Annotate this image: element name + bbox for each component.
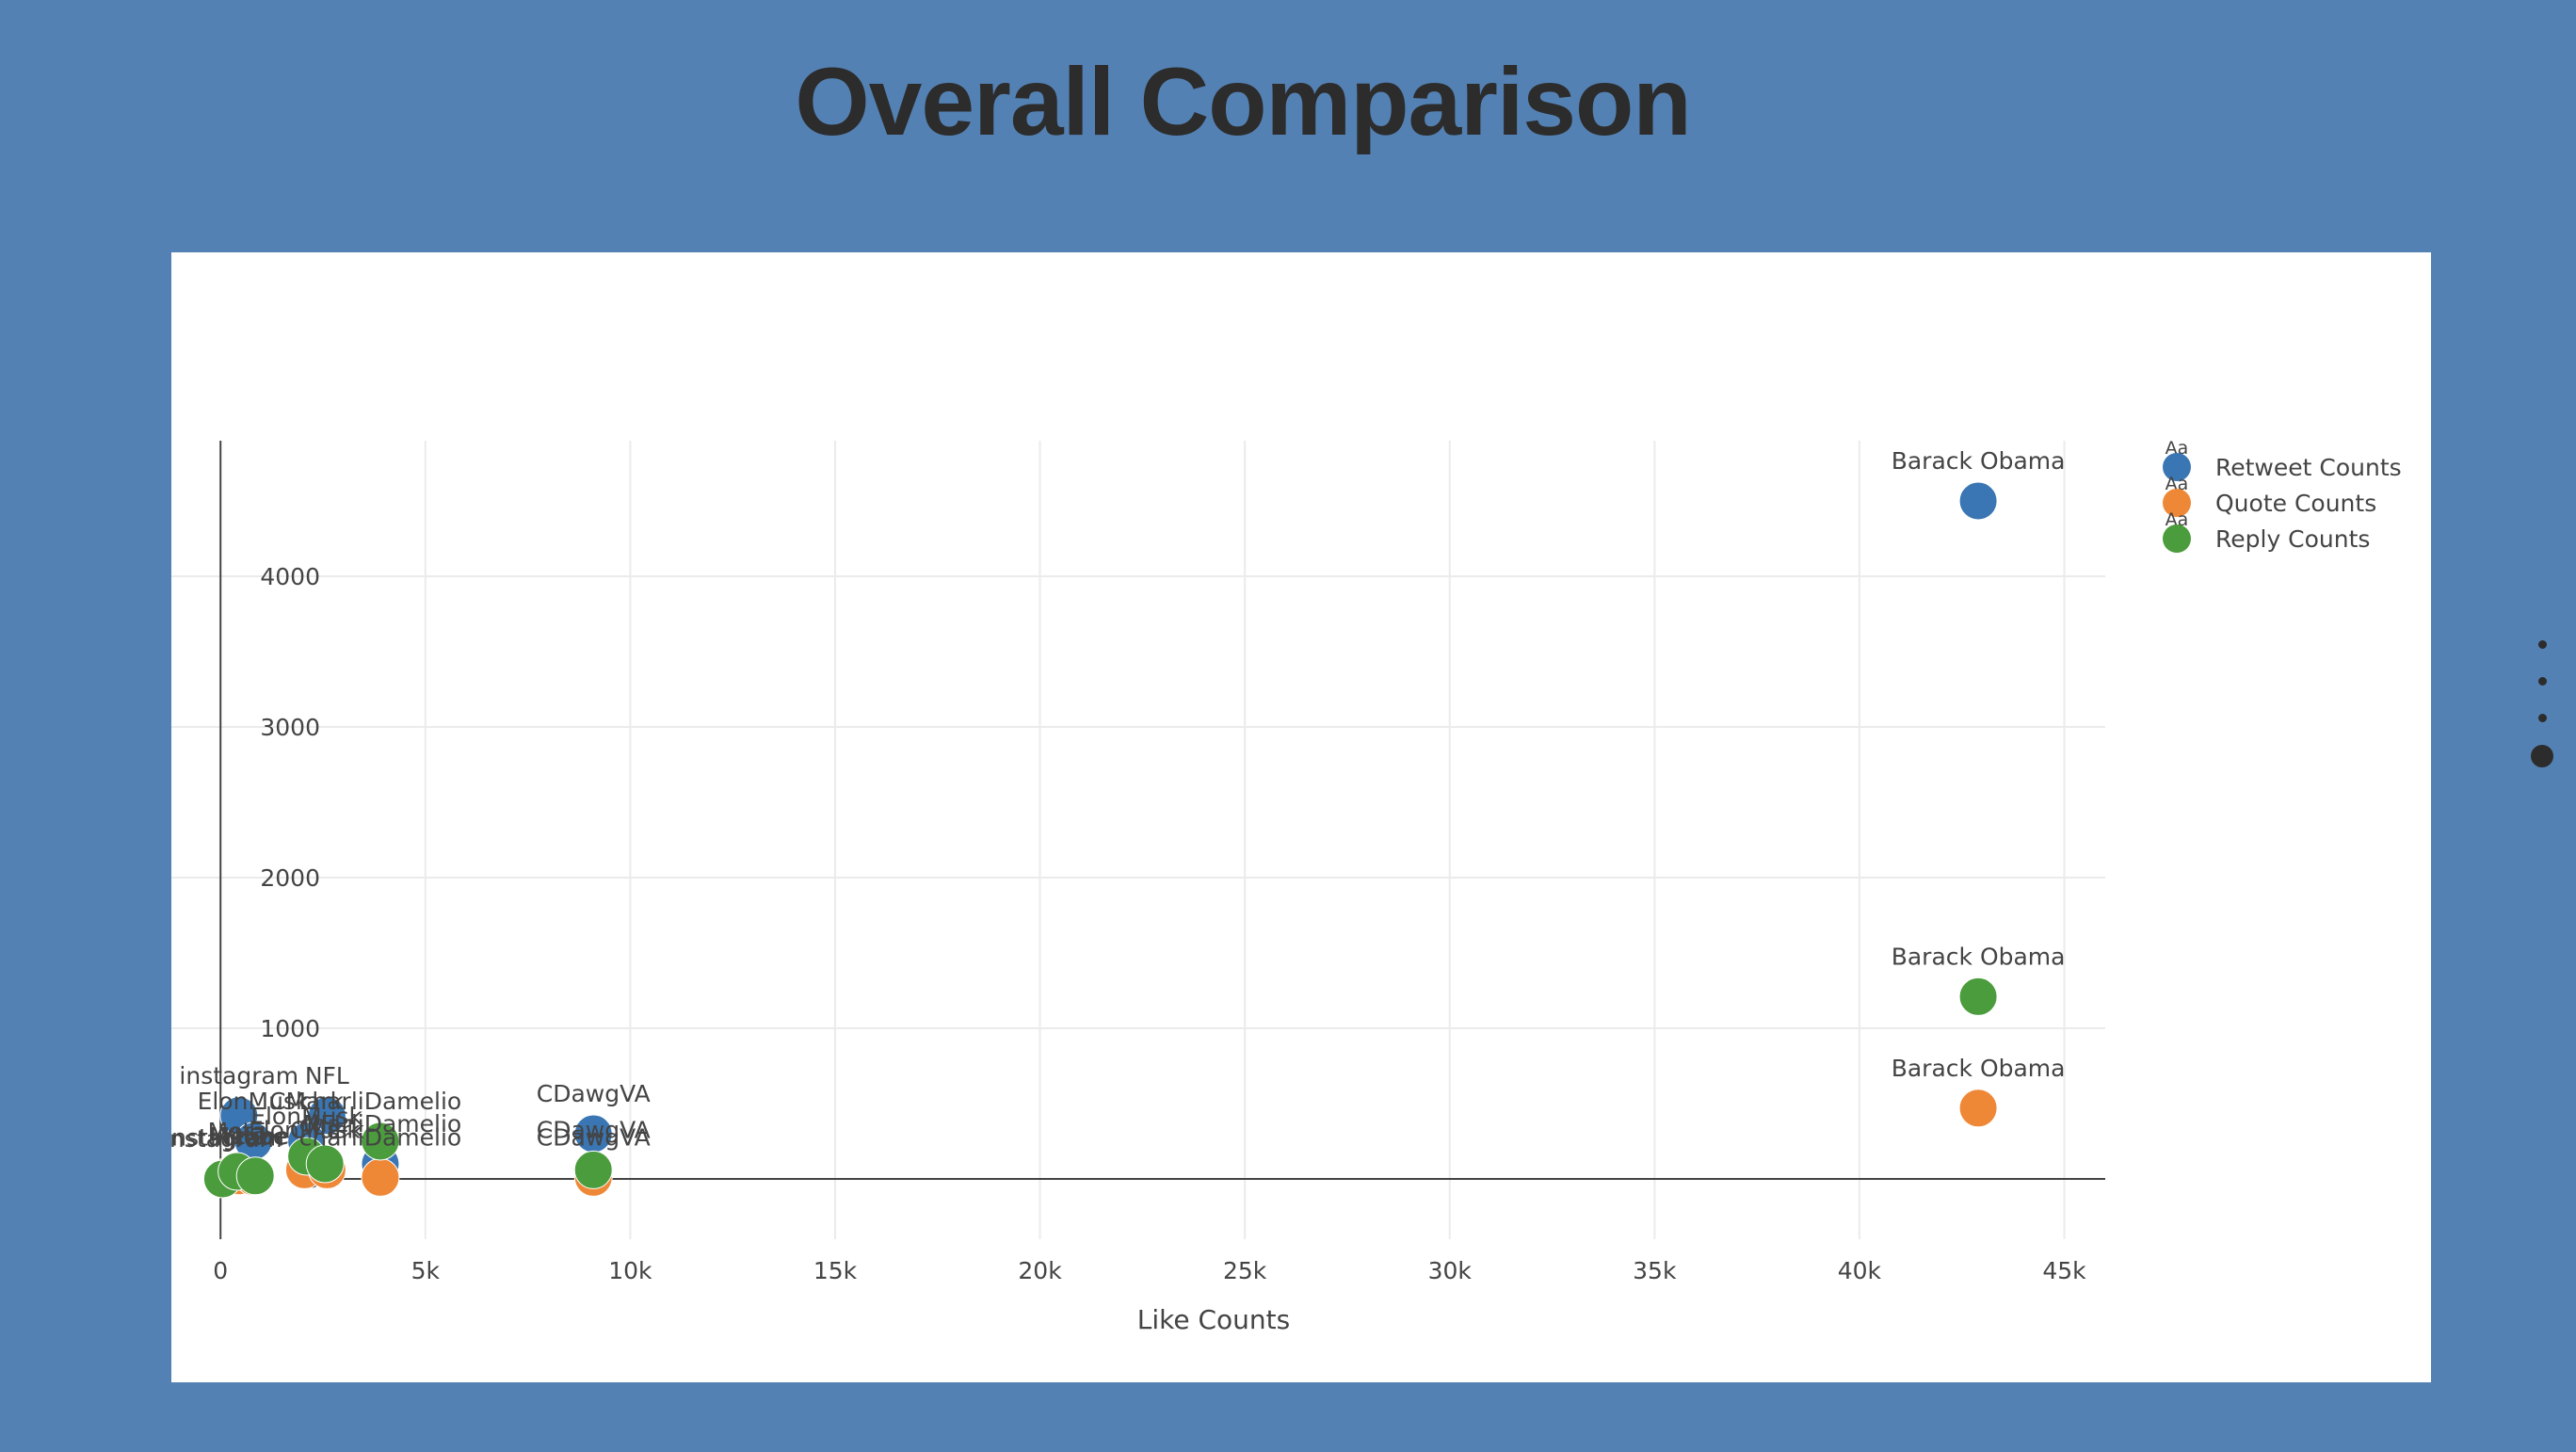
data-label: NFL — [305, 1062, 349, 1089]
data-point[interactable] — [1958, 976, 1998, 1016]
data-point[interactable] — [235, 1156, 275, 1196]
legend[interactable]: Aa Retweet Counts Aa Quote Counts Aa Reply Co… — [2163, 438, 2402, 553]
y-tick-label: 3000 — [260, 714, 320, 741]
legend-symbol-text: Aa — [2165, 438, 2189, 459]
data-point[interactable] — [1958, 481, 1998, 521]
data-label: CMark — [269, 1088, 345, 1115]
y-tick-label: 2000 — [260, 864, 320, 892]
x-tick-label: 45k — [2042, 1257, 2086, 1284]
data-point[interactable] — [361, 1121, 400, 1161]
legend-symbol-text: Aa — [2165, 509, 2189, 530]
data-label: ElonMusk — [250, 1103, 362, 1130]
data-label: charliDamelio — [299, 1123, 462, 1151]
x-tick-label: 20k — [1018, 1257, 1062, 1284]
data-label: Ytube — [220, 1122, 289, 1150]
legend-marker[interactable] — [2163, 524, 2191, 553]
axes — [219, 441, 2105, 1239]
legend-label[interactable]: Retweet Counts — [2215, 454, 2402, 481]
data-label: CDawgVA — [537, 1080, 651, 1107]
data-label: ElonMusk — [198, 1088, 310, 1115]
slide-dot-active[interactable] — [2531, 745, 2553, 767]
page-title: Overall Comparison — [795, 48, 1691, 155]
data-label: CMark — [290, 1116, 365, 1143]
x-tick-label: 40k — [1838, 1257, 1882, 1284]
data-points[interactable] — [202, 481, 1998, 1199]
data-label: Meta — [208, 1118, 266, 1145]
x-tick-label: 15k — [813, 1257, 858, 1284]
y-tick-label: 1000 — [260, 1015, 320, 1042]
data-point[interactable] — [1958, 1089, 1998, 1128]
slide-dot[interactable] — [2537, 639, 2547, 649]
point-labels: instagram NFLElonMuskCMarkcharliDamelioCD… — [171, 447, 2065, 1153]
data-label: charliDamelio — [299, 1088, 462, 1115]
data-label: Barack Obama — [1892, 1055, 2066, 1082]
data-label: charliDamelio — [299, 1110, 462, 1137]
legend-label[interactable]: Quote Counts — [2215, 490, 2376, 517]
data-label: Barack Obama — [1892, 447, 2066, 475]
data-label: CDawgVA — [537, 1116, 651, 1143]
data-point[interactable] — [361, 1157, 400, 1197]
grid-lines — [171, 441, 2105, 1239]
data-point[interactable] — [307, 1096, 346, 1136]
data-label: Barack Obama — [1892, 943, 2066, 970]
data-point[interactable] — [305, 1144, 345, 1184]
data-label: CDawgVA — [537, 1123, 651, 1151]
legend-marker[interactable] — [2163, 453, 2191, 481]
data-point[interactable] — [573, 1150, 613, 1189]
x-tick-label: 5k — [411, 1257, 441, 1284]
x-tick-label: 30k — [1428, 1257, 1473, 1284]
data-label: instagram — [171, 1125, 282, 1153]
data-label: NFL — [303, 1110, 347, 1137]
data-label: ElonMusk — [249, 1116, 361, 1143]
tick-labels: 05k10k15k20k25k30k35k40k45k0100020003000… — [213, 563, 2086, 1284]
legend-label[interactable]: Reply Counts — [2215, 525, 2370, 553]
x-tick-label: 0 — [213, 1257, 228, 1284]
legend-marker[interactable] — [2163, 489, 2191, 517]
data-label: Ytube — [218, 1123, 287, 1151]
x-tick-label: 25k — [1223, 1257, 1267, 1284]
x-axis-title: Like Counts — [1137, 1304, 1290, 1335]
slide-dot[interactable] — [2537, 676, 2547, 686]
data-label: Meta — [210, 1122, 268, 1150]
x-tick-label: 35k — [1633, 1257, 1677, 1284]
slide-navigation[interactable] — [2523, 631, 2561, 782]
data-label: instagram — [179, 1062, 298, 1089]
data-label: instagram — [171, 1123, 284, 1151]
scatter-chart[interactable]: 05k10k15k20k25k30k35k40k45k0100020003000… — [171, 252, 2431, 1382]
legend-symbol-text: Aa — [2165, 474, 2189, 494]
y-tick-label: 4000 — [260, 563, 320, 590]
plot-card: 05k10k15k20k25k30k35k40k45k0100020003000… — [171, 252, 2431, 1382]
x-tick-label: 10k — [608, 1257, 652, 1284]
slide-dot[interactable] — [2537, 713, 2547, 722]
